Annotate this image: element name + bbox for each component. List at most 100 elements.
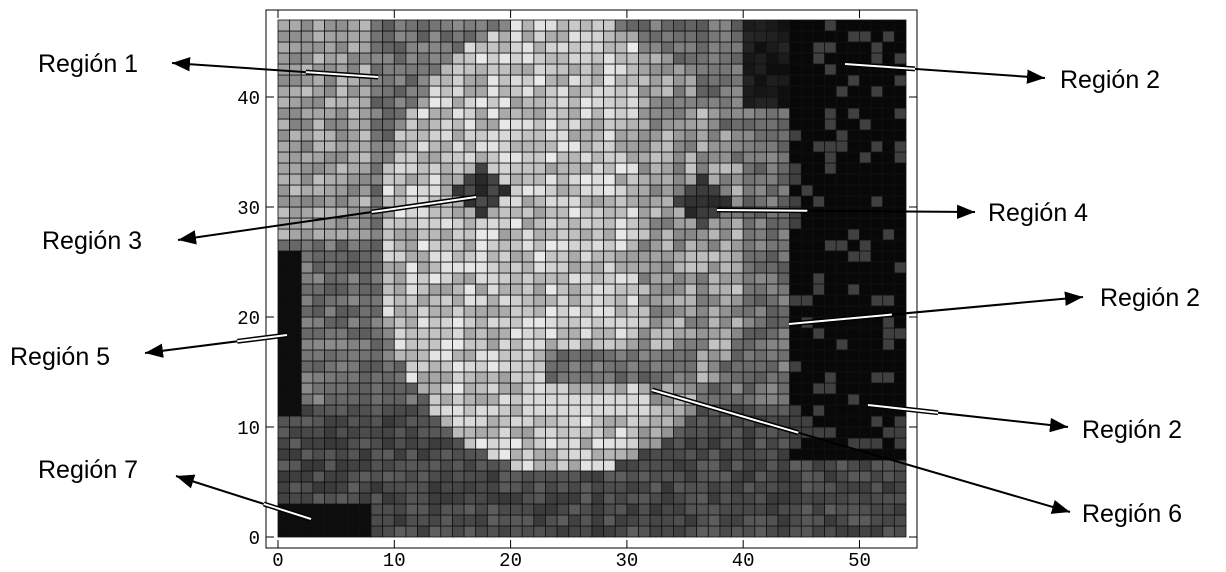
pixel-cell xyxy=(418,218,430,229)
pixel-cell xyxy=(418,240,430,251)
pixel-cell xyxy=(452,130,464,141)
pixel-cell xyxy=(894,240,906,251)
pixel-cell xyxy=(755,383,767,394)
pixel-cell xyxy=(720,339,732,350)
pixel-cell xyxy=(615,361,627,372)
pixel-cell xyxy=(743,471,755,482)
pixel-cell xyxy=(580,240,592,251)
pixel-cell xyxy=(348,394,360,405)
pixel-cell xyxy=(604,163,616,174)
pixel-cell xyxy=(418,504,430,515)
pixel-cell xyxy=(592,526,604,537)
pixel-cell xyxy=(476,449,488,460)
pixel-cell xyxy=(825,383,837,394)
pixel-cell xyxy=(429,438,441,449)
pixel-cell xyxy=(301,504,313,515)
pixel-cell xyxy=(511,240,523,251)
pixel-cell xyxy=(580,361,592,372)
pixel-cell xyxy=(592,273,604,284)
pixel-cell xyxy=(301,449,313,460)
pixel-cell xyxy=(708,427,720,438)
pixel-cell xyxy=(511,141,523,152)
pixel-cell xyxy=(708,42,720,53)
pixel-cell xyxy=(813,273,825,284)
pixel-cell xyxy=(848,460,860,471)
pixel-cell xyxy=(580,141,592,152)
pixel-cell xyxy=(755,504,767,515)
pixel-cell xyxy=(883,229,895,240)
pixel-cell xyxy=(662,20,674,31)
pixel-cell xyxy=(790,196,802,207)
pixel-cell xyxy=(371,185,383,196)
pixel-cell xyxy=(359,471,371,482)
pixel-cell xyxy=(383,504,395,515)
pixel-cell xyxy=(871,361,883,372)
pixel-cell xyxy=(708,328,720,339)
pixel-cell xyxy=(592,130,604,141)
pixel-cell xyxy=(720,416,732,427)
pixel-cell xyxy=(487,405,499,416)
pixel-cell xyxy=(732,482,744,493)
pixel-cell xyxy=(545,141,557,152)
pixel-cell xyxy=(720,394,732,405)
pixel-cell xyxy=(301,493,313,504)
pixel-cell xyxy=(383,174,395,185)
pixel-cell xyxy=(615,306,627,317)
pixel-cell xyxy=(522,185,534,196)
pixel-cell xyxy=(418,416,430,427)
pixel-cell xyxy=(522,207,534,218)
pixel-cell xyxy=(848,163,860,174)
pixel-cell xyxy=(301,306,313,317)
pixel-cell xyxy=(639,108,651,119)
pixel-cell xyxy=(487,86,499,97)
pixel-cell xyxy=(325,152,337,163)
pixel-cell xyxy=(511,372,523,383)
pixel-cell xyxy=(778,97,790,108)
pixel-cell xyxy=(418,42,430,53)
pixel-cell xyxy=(499,207,511,218)
pixel-cell xyxy=(464,317,476,328)
pixel-cell xyxy=(813,482,825,493)
pixel-cell xyxy=(639,240,651,251)
pixel-cell xyxy=(359,482,371,493)
pixel-cell xyxy=(627,31,639,42)
pixel-cell xyxy=(418,394,430,405)
pixel-cell xyxy=(883,427,895,438)
pixel-cell xyxy=(836,383,848,394)
pixel-cell xyxy=(487,97,499,108)
pixel-cell xyxy=(848,207,860,218)
pixel-cell xyxy=(871,75,883,86)
pixel-cell xyxy=(313,372,325,383)
pixel-cell xyxy=(325,471,337,482)
pixel-cell xyxy=(755,163,767,174)
pixel-cell xyxy=(476,383,488,394)
pixel-cell xyxy=(615,174,627,185)
pixel-cell xyxy=(685,482,697,493)
pixel-cell xyxy=(673,53,685,64)
pixel-cell xyxy=(569,317,581,328)
pixel-cell xyxy=(476,185,488,196)
pixel-cell xyxy=(871,438,883,449)
annotation: Región 4 xyxy=(988,199,1088,227)
pixel-cell xyxy=(383,328,395,339)
pixel-cell xyxy=(557,504,569,515)
pixel-cell xyxy=(825,108,837,119)
pixel-cell xyxy=(778,20,790,31)
pixel-cell xyxy=(359,53,371,64)
pixel-cell xyxy=(790,218,802,229)
pixel-cell xyxy=(429,218,441,229)
pixel-cell xyxy=(290,372,302,383)
pixel-cell xyxy=(290,31,302,42)
pixel-cell xyxy=(569,20,581,31)
pixel-cell xyxy=(441,449,453,460)
pixel-cell xyxy=(662,438,674,449)
pixel-cell xyxy=(859,504,871,515)
pixel-cell xyxy=(639,174,651,185)
pixel-cell xyxy=(871,42,883,53)
pixel-cell xyxy=(557,471,569,482)
pixel-cell xyxy=(813,361,825,372)
pixel-cell xyxy=(278,119,290,130)
pixel-cell xyxy=(313,504,325,515)
pixel-cell xyxy=(778,141,790,152)
pixel-cell xyxy=(778,251,790,262)
